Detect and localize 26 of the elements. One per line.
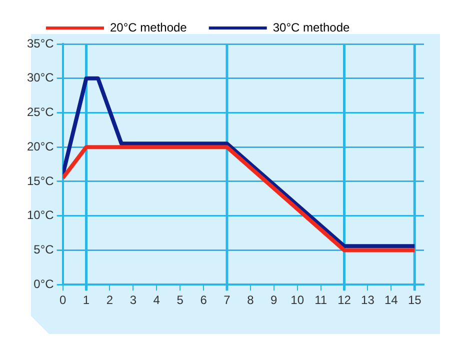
x-tick-label: 12 [338, 293, 352, 308]
y-tick-label: 30°C [27, 70, 54, 85]
y-tick-label: 5°C [34, 242, 54, 257]
y-tick-label: 35°C [27, 36, 54, 50]
x-tick-label: 13 [361, 293, 375, 308]
y-tick-label: 0°C [34, 276, 54, 291]
x-tick-label: 0 [59, 293, 66, 308]
legend-label: 30°C methode [272, 20, 350, 34]
x-tick-label: 4 [153, 293, 160, 308]
y-tick-label: 15°C [27, 174, 54, 188]
legend-label: 20°C methode [110, 20, 188, 34]
x-tick-label: 6 [200, 293, 208, 308]
x-tick-label: 14 [384, 293, 398, 308]
x-tick-label: 11 [314, 293, 328, 308]
x-tick-label: 1 [82, 293, 90, 308]
y-tick-label: 20°C [27, 139, 54, 154]
x-tick-label: 7 [224, 293, 231, 308]
x-tick-label: 8 [247, 293, 254, 308]
x-tick-label: 5 [176, 293, 184, 308]
x-tick-label: 9 [270, 293, 278, 308]
x-tick-label: 3 [130, 293, 137, 308]
y-tick-label: 10°C [27, 208, 54, 222]
x-tick-label: 10 [290, 293, 304, 308]
x-tick-label: 2 [106, 293, 114, 308]
x-tick-label: 15 [408, 293, 422, 308]
y-tick-label: 25°C [27, 105, 54, 120]
